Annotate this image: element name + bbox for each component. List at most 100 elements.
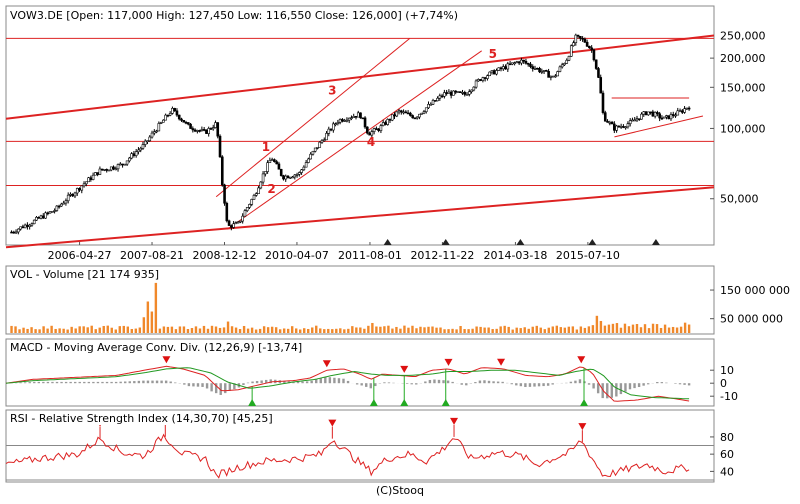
macd-histogram-bar (147, 381, 149, 384)
macd-histogram-bar (656, 382, 658, 383)
volume-bar (608, 325, 610, 333)
candle-body (536, 68, 538, 69)
macd-histogram-bar (119, 382, 121, 383)
candle-body (271, 160, 273, 161)
candle-body (239, 221, 241, 222)
volume-bar (22, 328, 24, 333)
candle-body (593, 50, 595, 60)
candle-body (656, 112, 658, 113)
candle-body (416, 117, 418, 118)
candle-body (661, 118, 663, 119)
volume-bar (331, 329, 333, 333)
candle-body (237, 222, 239, 223)
candle-body (675, 115, 677, 116)
candle-body (144, 141, 146, 144)
candle-body (171, 108, 173, 113)
candle-body (375, 129, 377, 130)
candle-body (684, 109, 686, 113)
macd-histogram-bar (615, 383, 617, 396)
candle-body (409, 113, 411, 115)
volume-bar (395, 327, 397, 333)
volume-bar (155, 283, 157, 333)
volume-bar (255, 330, 257, 333)
candle-body (579, 36, 581, 38)
macd-histogram-bar (301, 382, 303, 384)
candle-body (600, 77, 602, 93)
volume-bar (271, 327, 273, 333)
candle-body (180, 119, 182, 120)
volume-bar (58, 328, 60, 333)
candle-body (99, 169, 101, 175)
macd-histogram-bar (638, 383, 640, 387)
volume-bar (359, 328, 361, 333)
macd-histogram-bar (406, 383, 408, 384)
candle-body (178, 115, 180, 119)
macd-histogram-bar (142, 381, 144, 384)
volume-bar (584, 328, 586, 333)
candle-body (500, 68, 502, 69)
volume-bar (327, 329, 329, 333)
candle-body (464, 92, 466, 94)
macd-histogram-bar (315, 379, 317, 383)
price-ytick-label: 200,000 (720, 52, 766, 65)
volume-bar (291, 326, 293, 333)
volume-bar (419, 327, 421, 333)
macd-histogram-bar (224, 383, 226, 393)
volume-bar (299, 329, 301, 333)
price-ytick-label: 50,000 (720, 193, 759, 206)
macd-histogram-bar (688, 383, 690, 385)
candle-body (81, 186, 83, 190)
candle-body (321, 140, 323, 142)
candle-body (183, 120, 185, 122)
volume-bar (343, 329, 345, 333)
macd-histogram-bar (88, 382, 90, 383)
volume-bar (99, 328, 101, 333)
volume-bar (556, 326, 558, 333)
candle-body (577, 35, 579, 36)
candle-body (686, 108, 688, 109)
volume-bar (572, 326, 574, 333)
volume-bar (415, 328, 417, 333)
candle-body (26, 225, 28, 227)
candle-body (38, 217, 40, 218)
volume-bar (175, 329, 177, 333)
volume-bar (503, 326, 505, 333)
volume-bar (187, 329, 189, 333)
candle-body (541, 71, 543, 72)
candle-body (160, 122, 162, 123)
macd-histogram-bar (169, 382, 171, 384)
candle-body (387, 119, 389, 124)
price-xtick-label: 2015-07-10 (556, 249, 620, 262)
volume-bar (18, 329, 20, 333)
candle-body (498, 68, 500, 71)
rsi-title: RSI - Relative Strength Index (14,30,70)… (10, 412, 273, 425)
candle-body (511, 63, 513, 64)
macd-histogram-bar (474, 382, 476, 383)
volume-bar (323, 329, 325, 333)
volume-bar (183, 326, 185, 333)
candle-body (282, 176, 284, 179)
macd-histogram-bar (551, 383, 553, 384)
volume-bar (34, 329, 36, 333)
candle-body (652, 112, 654, 116)
volume-bar (648, 328, 650, 333)
candle-body (618, 126, 620, 127)
candle-body (278, 164, 280, 169)
candle-body (97, 173, 99, 175)
volume-bar (139, 328, 141, 333)
candle-body (140, 148, 142, 150)
candle-body (400, 111, 402, 112)
volume-bar (54, 329, 56, 333)
macd-histogram-bar (133, 381, 135, 383)
candle-body (199, 130, 201, 131)
candle-body (552, 76, 554, 77)
volume-bar (536, 326, 538, 333)
macd-histogram-bar (333, 378, 335, 383)
candle-body (502, 67, 504, 69)
macd-histogram-bar (129, 381, 131, 383)
macd-histogram-bar (151, 381, 153, 384)
volume-bar (91, 326, 93, 333)
candle-body (563, 63, 565, 64)
wave-label: 3 (328, 83, 336, 97)
candle-body (246, 207, 248, 210)
